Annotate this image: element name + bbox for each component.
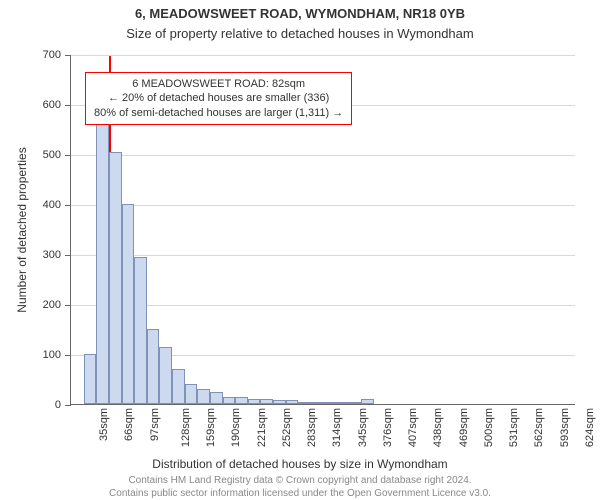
histogram-bar (109, 152, 122, 405)
page-subtitle: Size of property relative to detached ho… (0, 26, 600, 41)
xtick-label: 345sqm (357, 408, 369, 447)
xtick-label: 562sqm (533, 408, 545, 447)
histogram-bar (349, 402, 362, 404)
xtick-label: 221sqm (256, 408, 268, 447)
histogram-bar (298, 402, 311, 405)
chart-page: 6, MEADOWSWEET ROAD, WYMONDHAM, NR18 0YB… (0, 0, 600, 500)
histogram-bar (147, 329, 160, 404)
info-line-smaller: ← 20% of detached houses are smaller (33… (94, 91, 343, 105)
y-axis-label: Number of detached properties (15, 55, 29, 405)
xtick-label: 66sqm (123, 408, 135, 441)
xtick-label: 624sqm (584, 408, 596, 447)
xtick-label: 500sqm (483, 408, 495, 447)
ytick-label: 400 (43, 199, 71, 211)
xtick-label: 593sqm (559, 408, 571, 447)
gridline (71, 155, 575, 156)
histogram-bar (84, 354, 97, 404)
ytick-label: 200 (43, 299, 71, 311)
xtick-label: 438sqm (432, 408, 444, 447)
info-line-size: 6 MEADOWSWEET ROAD: 82sqm (94, 77, 343, 91)
histogram-bar (210, 392, 223, 405)
histogram-bar (134, 257, 147, 405)
histogram-bar (336, 402, 349, 405)
xtick-label: 376sqm (382, 408, 394, 447)
histogram-bar (324, 402, 337, 405)
credits-line-1: Contains HM Land Registry data © Crown c… (0, 475, 600, 486)
histogram-bar (286, 400, 299, 404)
gridline (71, 55, 575, 56)
histogram-bar (122, 204, 135, 404)
ytick-label: 300 (43, 249, 71, 261)
ytick-label: 700 (43, 49, 71, 61)
histogram-bar (248, 399, 261, 404)
xtick-label: 531sqm (508, 408, 520, 447)
histogram-bar (235, 397, 248, 405)
histogram-bar (223, 397, 236, 405)
histogram-bar (197, 389, 210, 404)
histogram-bar (159, 347, 172, 405)
histogram-bar (361, 399, 374, 404)
xtick-label: 159sqm (205, 408, 217, 447)
ytick-label: 100 (43, 349, 71, 361)
property-info-box: 6 MEADOWSWEET ROAD: 82sqm ← 20% of detac… (85, 72, 352, 125)
x-axis-label: Distribution of detached houses by size … (0, 457, 600, 471)
histogram-bar (260, 399, 273, 404)
info-line-larger: 80% of semi-detached houses are larger (… (94, 106, 343, 120)
xtick-label: 283sqm (306, 408, 318, 447)
histogram-bar (96, 117, 109, 405)
credits-line-2: Contains public sector information licen… (0, 488, 600, 499)
ytick-label: 600 (43, 99, 71, 111)
ytick-label: 0 (55, 399, 71, 411)
histogram-bar (185, 384, 198, 404)
xtick-label: 407sqm (407, 408, 419, 447)
histogram-bar (311, 402, 324, 405)
xtick-label: 314sqm (331, 408, 343, 447)
xtick-label: 35sqm (98, 408, 110, 441)
xtick-label: 190sqm (230, 408, 242, 447)
xtick-label: 97sqm (149, 408, 161, 441)
histogram-bar (273, 400, 286, 404)
xtick-label: 252sqm (281, 408, 293, 447)
page-title: 6, MEADOWSWEET ROAD, WYMONDHAM, NR18 0YB (0, 6, 600, 21)
xtick-label: 469sqm (458, 408, 470, 447)
ytick-label: 500 (43, 149, 71, 161)
gridline (71, 205, 575, 206)
xtick-label: 128sqm (180, 408, 192, 447)
histogram-bar (172, 369, 185, 404)
